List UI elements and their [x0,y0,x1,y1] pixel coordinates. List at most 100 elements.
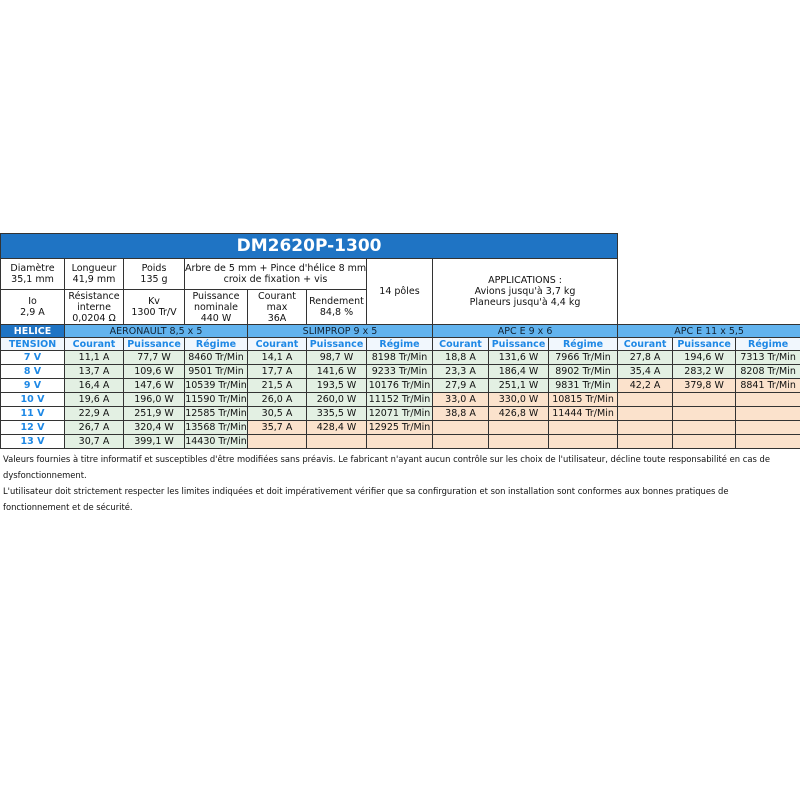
value-cell: 13,7 A [64,364,124,379]
empty-cell [432,420,489,435]
tension: 12 V [0,420,65,435]
applications-heading: APPLICATIONS : [488,275,562,286]
value-cell: 8208 Tr/Min [735,364,800,379]
text-line: 135 g [140,274,168,285]
value-cell: 26,7 A [64,420,124,435]
empty-cell [547,434,619,449]
tension: 13 V [0,434,65,449]
blank [618,259,800,325]
value-cell: 379,8 W [672,378,737,393]
text-line: nominale [193,301,239,313]
spec-cell: Kv 1300 Tr/V [123,289,185,325]
value-cell: 194,6 W [672,350,737,365]
column-header: Puissance [672,337,737,351]
row: 10 V 19,6 A 196,0 W 11590 Tr/Min 26,0 A 260,0… [0,392,800,407]
text-line: 2,9 A [20,307,45,318]
text-line: Puissance [192,290,240,302]
spec-cell: Résistance interne 0,0204 Ω [64,289,124,325]
value-cell: 9831 Tr/Min [547,378,619,393]
column-header: Courant [617,337,674,351]
empty-cell [672,392,737,407]
value-cell: 18,8 A [432,350,489,365]
value-cell: 109,6 W [123,364,185,379]
spec-cell: Courant max 36A [247,289,307,325]
spec-cell: Arbre de 5 mm + Pince d'hélice 8 mm + cro… [184,258,367,290]
tension-label: TENSION [0,337,65,351]
text-line: Longueur [71,263,117,274]
value-cell: 260,0 W [306,392,367,407]
value-cell: 283,2 W [672,364,737,379]
empty-cell [547,420,619,435]
text-line: 35,1 mm [11,274,54,285]
empty-cell [735,420,800,435]
value-cell: 10176 Tr/Min [366,378,433,393]
row: 13 V 30,7 A 399,1 W 14430 Tr/Min [0,434,800,449]
empty-cell [672,406,737,421]
empty-cell [617,434,674,449]
value-cell: 8198 Tr/Min [366,350,433,365]
text-line: max [266,301,288,313]
value-cell: 9501 Tr/Min [184,364,248,379]
empty-cell [735,434,800,449]
text-line: 440 W [200,312,232,324]
spec-cell: Rendement 84,8 % [306,289,367,325]
tension: 8 V [0,364,65,379]
value-cell: 8460 Tr/Min [184,350,248,365]
value-cell: 14,1 A [247,350,307,365]
empty-cell [672,420,737,435]
value-cell: 35,4 A [617,364,674,379]
value-cell: 196,0 W [123,392,185,407]
spec-cell: Longueur 41,9 mm [64,258,124,290]
value-cell: 21,5 A [247,378,307,393]
value-cell: 426,8 W [488,406,549,421]
empty-cell [366,434,433,449]
value-cell: 147,6 W [123,378,185,393]
value-cell: 11,1 A [64,350,124,365]
value-cell: 12925 Tr/Min [366,420,433,435]
value-cell: 428,4 W [306,420,367,435]
value-cell: 22,9 A [64,406,124,421]
value-cell: 17,7 A [247,364,307,379]
tension: 9 V [0,378,65,393]
value-cell: 399,1 W [123,434,185,449]
value-cell: 77,7 W [123,350,185,365]
value-cell: 23,3 A [432,364,489,379]
column-header: Régime [547,337,619,351]
text-line: 84,8 % [319,307,354,318]
empty-cell [672,434,737,449]
row: 8 V 13,7 A 109,6 W 9501 Tr/Min 17,7 A 141,6 W… [0,364,800,379]
value-cell: 30,5 A [247,406,307,421]
value-cell: 38,8 A [432,406,489,421]
text-line: 36A [267,312,287,324]
value-cell: 27,8 A [617,350,674,365]
empty-cell [617,420,674,435]
text-line: Diamètre [10,263,55,274]
row: HELICE AERONAULT 8,5 x 5 SLIMPROP 9 x 5 APC… [0,324,800,338]
value-cell: 9233 Tr/Min [366,364,433,379]
value-cell: 141,6 W [306,364,367,379]
value-cell: 11590 Tr/Min [184,392,248,407]
column-header: Courant [432,337,489,351]
row: DM2620P-1300 [0,233,800,259]
value-cell: 8902 Tr/Min [547,364,619,379]
value-cell: 330,0 W [488,392,549,407]
value-cell: 30,7 A [64,434,124,449]
prop-name: APC E 11 x 5,5 [617,324,800,338]
notes: Valeurs fournies à titre informatif et s… [0,449,800,517]
empty-cell [617,406,674,421]
helice-label: HELICE [0,324,65,338]
blank [618,234,800,259]
value-cell: 27,9 A [432,378,489,393]
value-cell: 33,0 A [432,392,489,407]
empty-cell [247,434,307,449]
note: L'utilisateur doit strictement respecter… [3,486,729,512]
prop-name: SLIMPROP 9 x 5 [247,324,433,338]
value-cell: 98,7 W [306,350,367,365]
value-cell: 320,4 W [123,420,185,435]
value-cell: 19,6 A [64,392,124,407]
applications: APPLICATIONS : Avions jusqu'à 3,7 kg Plane… [431,258,619,325]
value-cell: 11152 Tr/Min [366,392,433,407]
row: 7 V 11,1 A 77,7 W 8460 Tr/Min 14,1 A 98,7 W 81… [0,350,800,365]
column-header: Puissance [306,337,367,351]
